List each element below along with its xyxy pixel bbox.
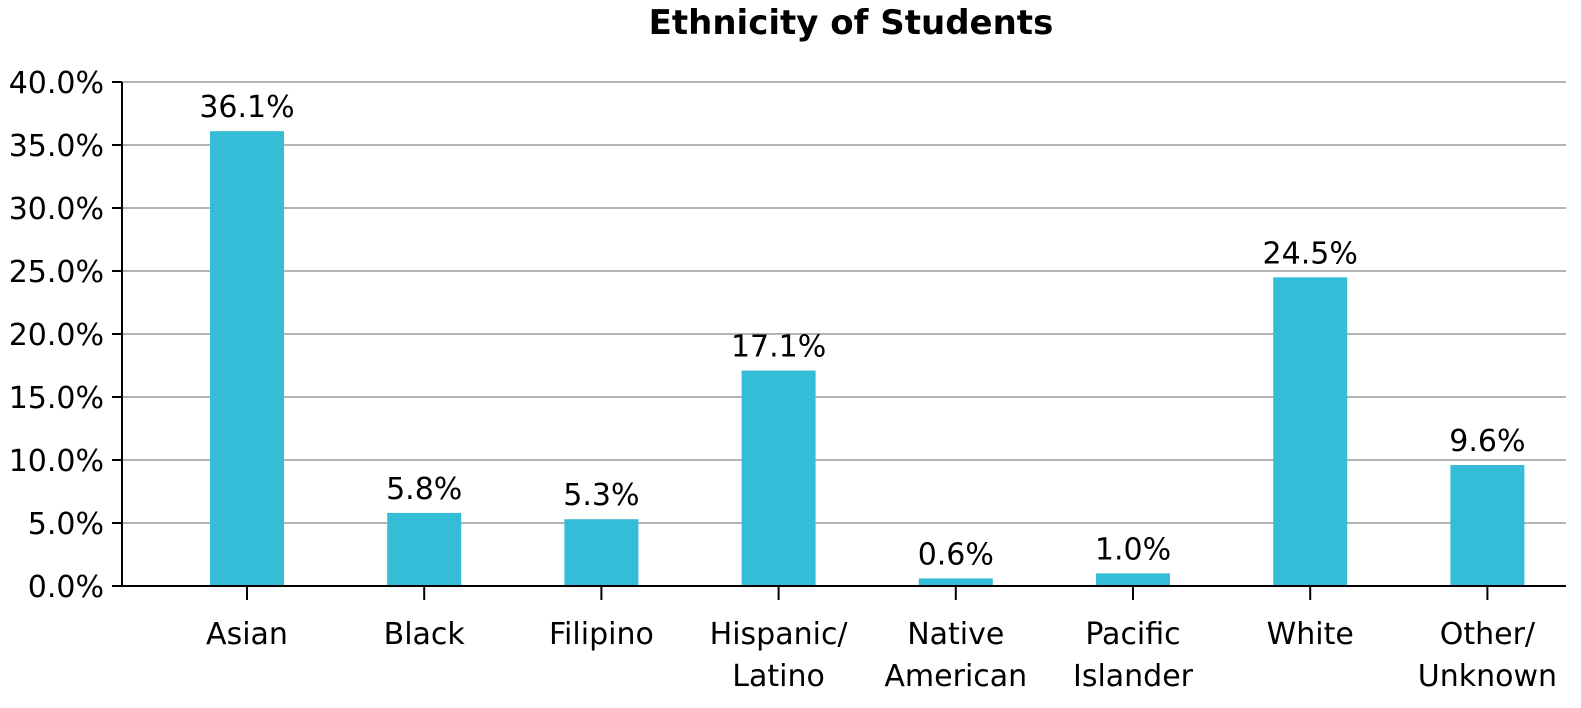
bar: [210, 131, 284, 586]
category-label: Latino: [732, 659, 825, 694]
bar: [1450, 465, 1525, 586]
gridlines: [122, 81, 1566, 524]
data-label: 17.1%: [731, 330, 826, 365]
data-label: 1.0%: [1095, 532, 1171, 567]
y-tick-label: 30.0%: [9, 192, 104, 227]
data-label: 5.8%: [386, 472, 462, 507]
category-label: American: [884, 659, 1027, 694]
bar: [741, 370, 816, 586]
category-label: Native: [907, 617, 1004, 652]
bar: [564, 519, 639, 586]
data-label: 36.1%: [199, 90, 294, 125]
y-tick-label: 0.0%: [28, 570, 104, 605]
y-tick-label: 15.0%: [9, 381, 104, 416]
chart-title: Ethnicity of Students: [649, 3, 1054, 43]
bar: [1273, 277, 1348, 586]
category-label: Islander: [1073, 659, 1194, 694]
y-tick-label: 35.0%: [9, 129, 104, 164]
category-label: Filipino: [549, 617, 654, 652]
category-label: White: [1267, 617, 1354, 652]
category-label: Other/: [1440, 617, 1536, 652]
y-tick-label: 40.0%: [9, 66, 104, 101]
data-label: 9.6%: [1449, 424, 1525, 459]
labels: 0.0% 5.0% 10.0% 15.0% 20.0% 25.0% 30.0% 35.0% 40…: [9, 66, 1557, 694]
bar: [387, 512, 462, 586]
axes: [112, 81, 1566, 600]
bar: [1096, 573, 1170, 586]
bar: [918, 578, 993, 586]
data-label: 0.6%: [918, 537, 994, 572]
y-tick-label: 20.0%: [9, 318, 104, 353]
y-tick-label: 25.0%: [9, 255, 104, 290]
category-label: Hispanic/: [710, 617, 849, 652]
category-label: Asian: [206, 617, 288, 652]
category-label: Pacific: [1085, 617, 1180, 652]
y-tick-label: 5.0%: [28, 507, 104, 542]
category-label: Black: [384, 617, 466, 652]
y-tick-label: 10.0%: [9, 444, 104, 479]
category-label: Unknown: [1418, 659, 1557, 694]
data-label: 24.5%: [1263, 236, 1358, 271]
bars: [210, 131, 1525, 586]
data-label: 5.3%: [563, 478, 639, 513]
